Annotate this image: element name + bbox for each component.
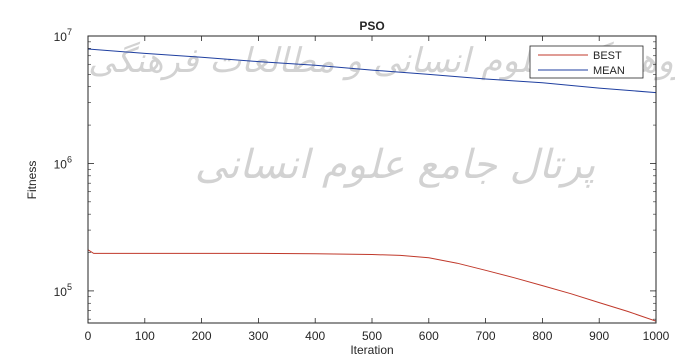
watermark-line-2: پرتال جامع علوم انسانی [195, 142, 596, 188]
y-axis-label: Fitness [25, 161, 39, 200]
y-tick-exponent: 7 [67, 27, 72, 37]
x-tick-label: 500 [362, 329, 382, 343]
chart-title: PSO [359, 19, 384, 33]
y-tick-exponent: 6 [67, 154, 72, 164]
x-tick-label: 0 [85, 329, 92, 343]
x-tick-label: 200 [192, 329, 212, 343]
x-tick-label: 800 [532, 329, 552, 343]
x-tick-label: 1000 [643, 329, 670, 343]
series-line-mean [88, 48, 656, 94]
y-tick-exponent: 5 [67, 282, 72, 292]
x-tick-label: 700 [476, 329, 496, 343]
x-axis-label: Iteration [350, 343, 393, 356]
legend-label-best: BEST [593, 50, 622, 62]
x-tick-label: 400 [305, 329, 325, 343]
legend-box [529, 45, 644, 79]
x-tick-label: 300 [248, 329, 268, 343]
series-line-best [88, 249, 656, 322]
x-tick-label: 900 [589, 329, 609, 343]
legend-label-mean: MEAN [593, 65, 625, 77]
x-tick-label: 600 [419, 329, 439, 343]
legend: BEST MEAN [529, 45, 644, 79]
x-tick-label: 100 [135, 329, 155, 343]
